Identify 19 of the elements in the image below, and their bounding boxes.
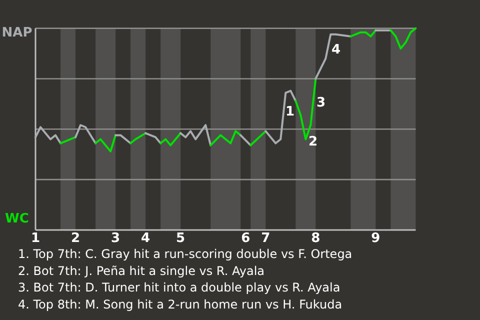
text: 3. Bot 7th: D. Turner hit into a double play vs R. Ayala: [18, 280, 340, 295]
annotation: 4: [331, 42, 341, 58]
text: 2. Bot 7th: J. Peña hit a single vs R. Ayala: [18, 264, 265, 278]
text: 1. Top 7th: C. Gray hit a run-scoring double vs F. Ortega: [18, 247, 352, 261]
x-tick-label: 3: [111, 231, 120, 246]
annotation: 1: [285, 104, 295, 120]
x-tick-label: 6: [241, 231, 250, 246]
text: 4. Top 8th: M. Song hit a 2-run home run vs H. Fukuda: [18, 297, 342, 312]
annotation: 3: [316, 96, 326, 110]
x-tick-label: 8: [311, 231, 320, 246]
annotation: 2: [308, 134, 318, 150]
x-tick-label: 2: [71, 231, 80, 246]
text: NAP: [2, 26, 32, 40]
text: WC: [5, 212, 29, 226]
x-tick-label: 4: [141, 231, 150, 246]
x-tick-label: 7: [261, 231, 270, 246]
x-tick-label: 5: [176, 231, 186, 246]
x-tick-label: 1: [30, 231, 40, 246]
x-tick-label: 9: [371, 231, 380, 246]
